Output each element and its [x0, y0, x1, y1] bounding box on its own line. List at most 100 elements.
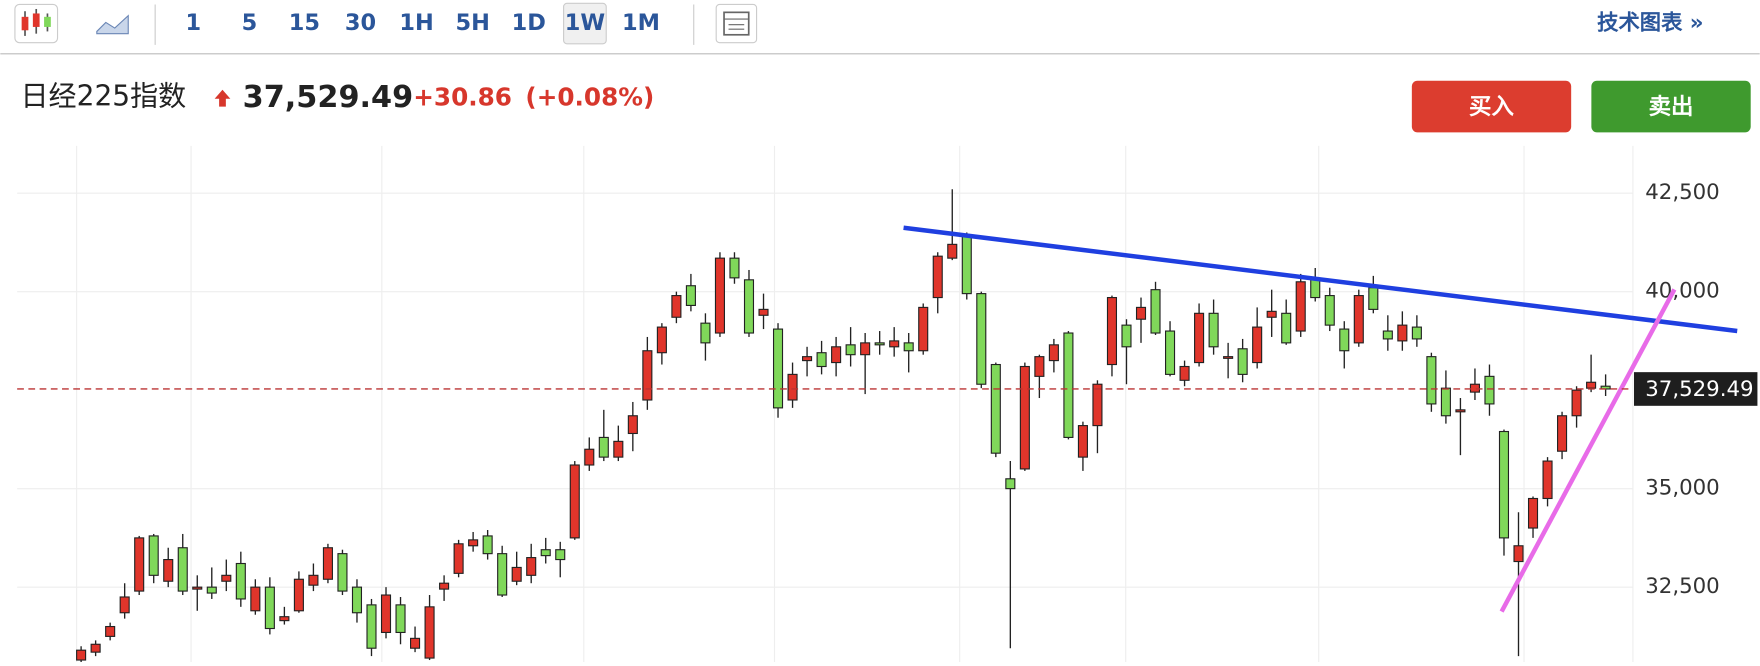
candle-body	[598, 436, 609, 458]
candle-body	[874, 342, 885, 346]
candle-body	[1252, 326, 1263, 364]
y-tick-label: 40,000	[1645, 279, 1720, 304]
candle-body	[1397, 324, 1408, 342]
candle-body	[1164, 330, 1176, 375]
candle-body	[816, 352, 827, 368]
candle-body	[410, 637, 421, 649]
candle-body	[569, 464, 580, 539]
candle-body	[1295, 281, 1306, 332]
candle-body	[540, 549, 551, 557]
candle-body	[1353, 295, 1364, 344]
buy-label[interactable]: 买入	[1469, 94, 1514, 120]
candle-body	[1150, 289, 1161, 334]
up-arrow	[214, 89, 231, 107]
trend-line-resistance	[903, 225, 1738, 334]
candle-body	[1527, 497, 1539, 529]
candle-body	[845, 344, 856, 356]
candle-body	[177, 547, 188, 592]
candle-body	[671, 295, 682, 318]
candle-body	[90, 643, 101, 653]
interval-button[interactable]: 1W	[565, 10, 606, 36]
interval-button[interactable]: 1M	[622, 10, 660, 36]
last-price-label: 37,529.49	[1645, 377, 1753, 402]
candle-body	[453, 543, 464, 574]
candle-body	[308, 574, 319, 586]
change-percent: (+0.08%)	[525, 83, 654, 112]
candle-body	[1266, 310, 1277, 318]
candle-body	[1092, 383, 1103, 427]
interval-button[interactable]: 5H	[456, 10, 490, 36]
candle-body	[889, 340, 900, 348]
candle-body	[1019, 365, 1030, 470]
candle-body	[787, 373, 798, 401]
candle-body	[337, 553, 348, 592]
candle-body	[1339, 328, 1350, 352]
candle-body	[772, 328, 784, 409]
sell-button[interactable]	[1591, 80, 1751, 133]
candle-body	[1513, 545, 1524, 563]
candle-body	[439, 582, 450, 590]
price: 37,529.49	[243, 80, 413, 115]
candle-body	[119, 596, 130, 614]
candle-body	[351, 586, 363, 614]
candle-body	[714, 257, 726, 334]
candle-body	[1077, 425, 1088, 458]
candle-body	[148, 535, 159, 576]
candle-body	[729, 257, 740, 279]
candle-body	[642, 350, 653, 401]
candle-body	[1557, 415, 1568, 452]
candle-body	[1135, 306, 1147, 320]
y-tick-label: 42,500	[1645, 180, 1720, 205]
candle-body	[1382, 330, 1393, 340]
selected-interval	[563, 2, 607, 45]
candle-body	[1310, 279, 1321, 299]
interval-button[interactable]: 1D	[512, 10, 546, 36]
candle-body	[685, 285, 696, 306]
tech-chart-link[interactable]: 技术图表 »	[1597, 11, 1703, 36]
candle-body	[656, 326, 667, 354]
candle-body	[511, 566, 522, 582]
instrument-name: 日经225指数	[21, 80, 187, 113]
interval-button[interactable]: 5	[242, 10, 258, 36]
candle-body	[1281, 312, 1292, 344]
candle-body	[1194, 312, 1205, 364]
layout-icon[interactable]	[715, 3, 758, 44]
candle-body	[1440, 387, 1451, 417]
interval-button[interactable]: 1H	[399, 10, 433, 36]
candle-body	[1469, 383, 1480, 393]
candle-body	[802, 356, 813, 362]
candle-body	[1426, 356, 1437, 405]
header: 日经225指数 37,529.49 +30.86 (+0.08%) 买入 卖出	[21, 80, 1751, 133]
candle-body	[221, 574, 232, 582]
interval-button[interactable]: 1	[186, 10, 202, 36]
candle-body	[584, 448, 595, 466]
candle-body	[366, 604, 377, 649]
candle-body	[526, 557, 537, 576]
sell-label[interactable]: 卖出	[1649, 94, 1694, 120]
candle-body	[1324, 295, 1335, 326]
line-icon[interactable]	[96, 14, 129, 35]
candle-body	[903, 342, 914, 352]
candle-body	[1237, 348, 1248, 375]
candle-body	[1455, 409, 1466, 413]
candle-body	[322, 547, 333, 580]
candle-body	[1179, 365, 1190, 381]
candle-body	[395, 604, 406, 634]
interval-button[interactable]: 30	[345, 10, 376, 36]
candle-body	[293, 578, 304, 612]
candle-body	[1048, 344, 1059, 362]
candle-body	[134, 537, 145, 592]
change: +30.86	[413, 83, 512, 112]
vertical-grid	[76, 145, 1634, 662]
buy-button[interactable]	[1411, 80, 1572, 133]
candle-body	[1005, 478, 1016, 490]
candle-body	[932, 255, 943, 299]
candle-body	[1121, 324, 1132, 348]
candle-body	[1208, 312, 1219, 348]
candle-body	[76, 649, 87, 661]
candle-body	[380, 594, 392, 634]
candle-body	[860, 342, 871, 356]
interval-button[interactable]: 15	[289, 10, 320, 36]
